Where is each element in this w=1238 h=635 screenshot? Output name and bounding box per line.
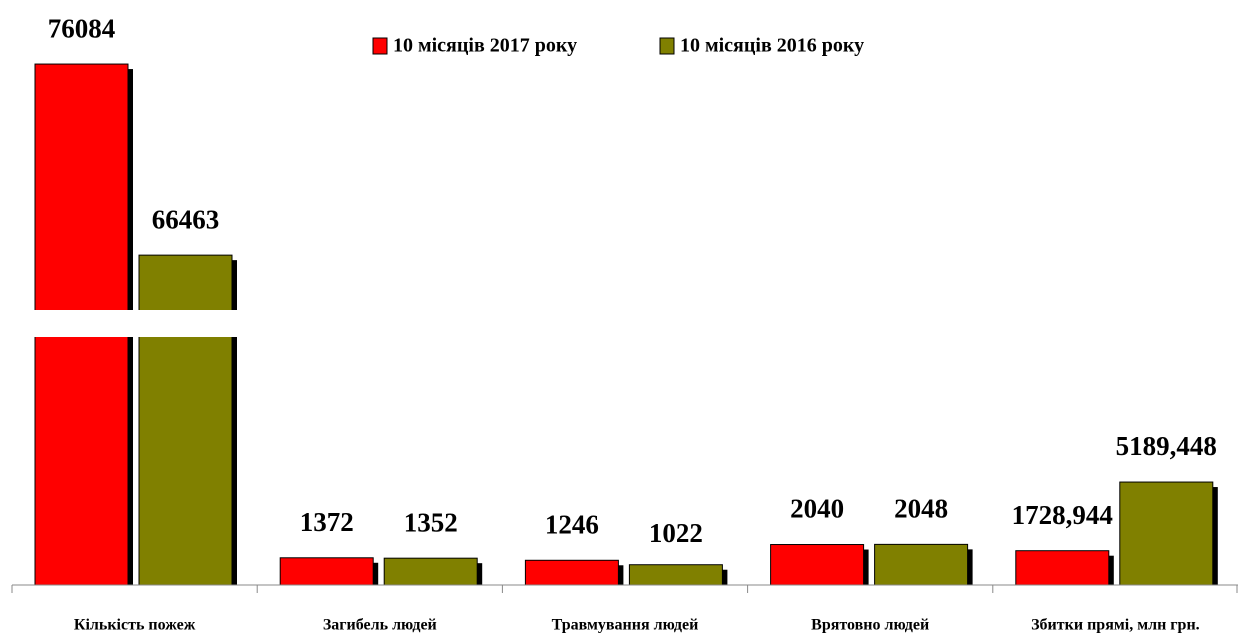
legend-swatch — [372, 37, 388, 55]
bar — [524, 559, 619, 586]
bar — [1015, 550, 1110, 586]
value-label: 1022 — [649, 518, 703, 548]
axis-break — [12, 310, 1238, 337]
x-tick-label: Загибель людей — [323, 617, 437, 634]
value-label: 1352 — [404, 507, 458, 537]
legend-label: 10 місяців 2017 року — [393, 35, 577, 57]
x-tick-label: Кількість пожеж — [74, 617, 196, 634]
x-tick-label: Травмування людей — [552, 617, 699, 634]
x-tick-label: Врятовно людей — [811, 617, 929, 634]
value-label: 1246 — [545, 509, 599, 539]
value-label: 66463 — [152, 204, 220, 234]
legend-label: 10 місяців 2016 року — [680, 35, 864, 57]
value-label: 76084 — [48, 13, 116, 43]
bar — [628, 564, 723, 586]
value-label: 2048 — [894, 494, 948, 524]
bar — [874, 543, 969, 586]
value-label: 1728,944 — [1012, 500, 1113, 530]
bar — [1119, 481, 1214, 586]
bar — [383, 557, 478, 586]
bar — [138, 254, 233, 586]
legend-swatch — [659, 37, 675, 55]
value-label: 2040 — [790, 494, 844, 524]
bar — [770, 544, 865, 586]
value-label: 5189,448 — [1116, 431, 1217, 461]
x-tick-label: Збитки прямі, млн грн. — [1031, 617, 1200, 634]
value-label: 1372 — [300, 507, 354, 537]
bar — [279, 557, 374, 586]
